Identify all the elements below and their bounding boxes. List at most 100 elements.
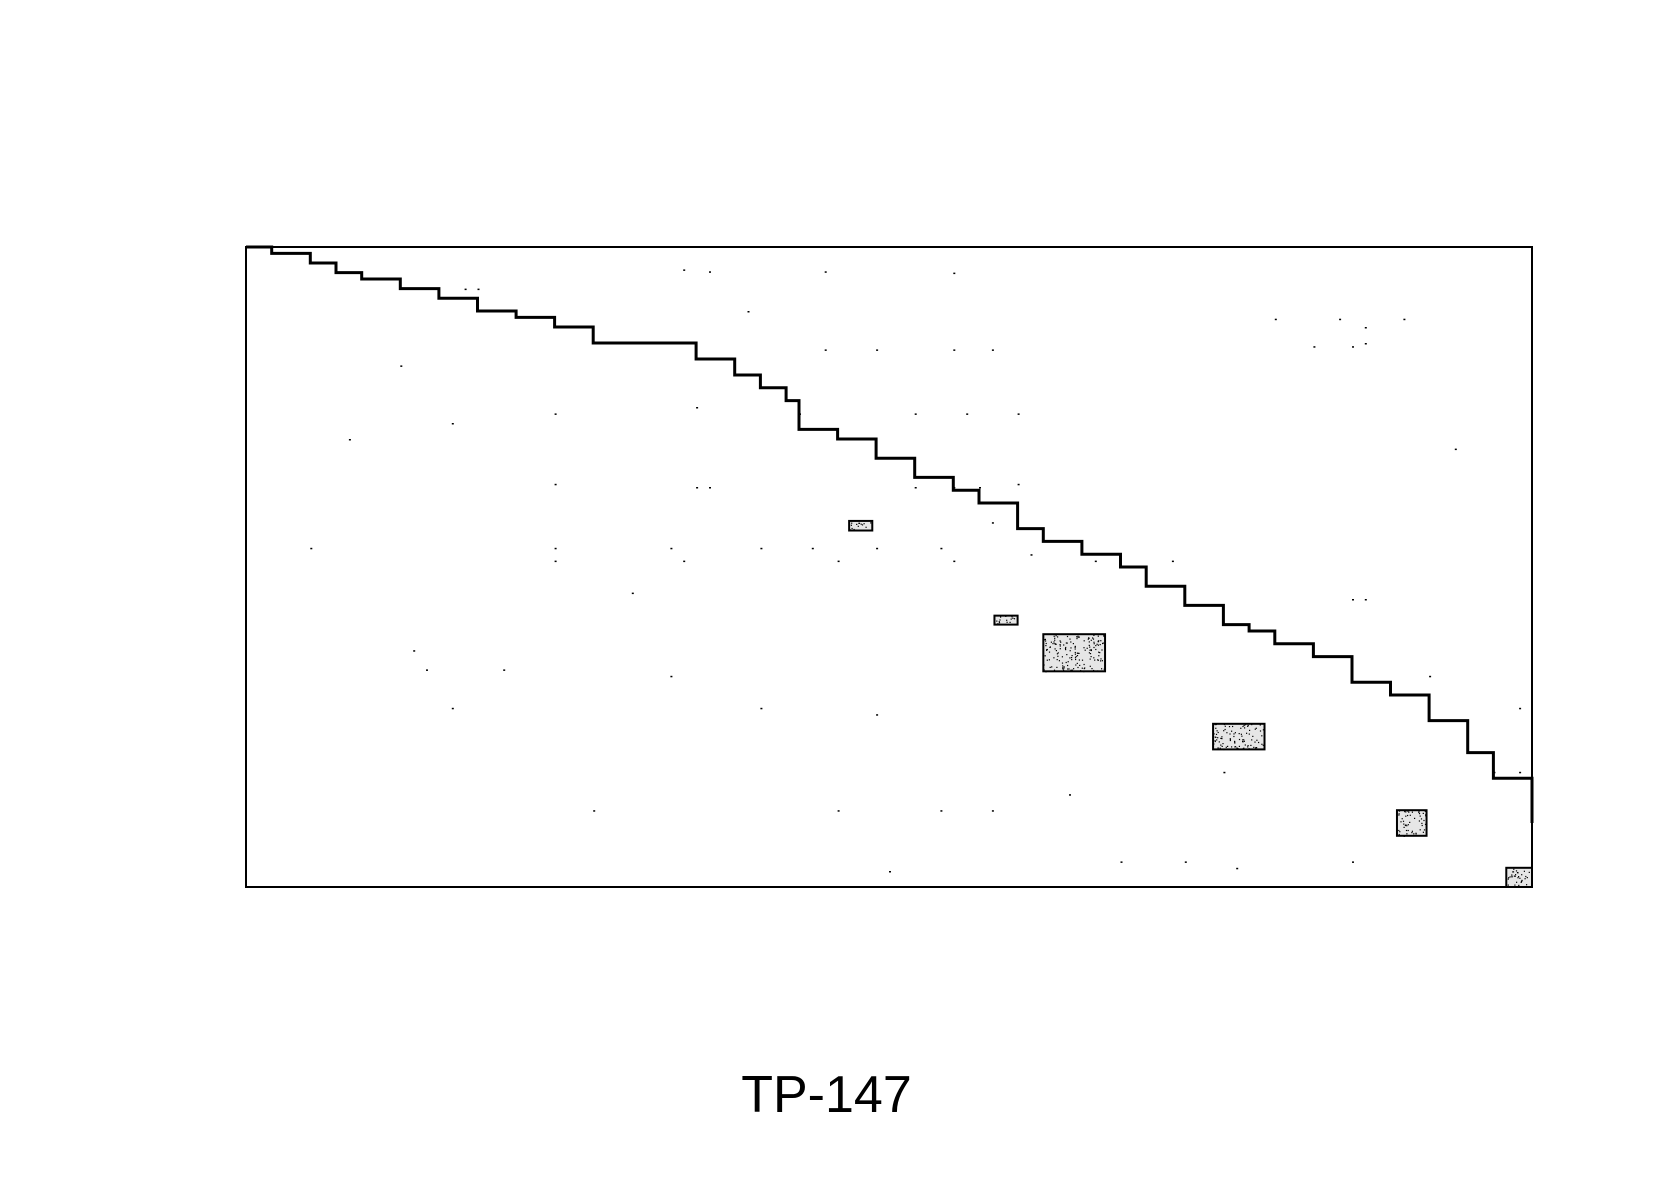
block-nonzero [1059, 648, 1061, 650]
block-nonzero [1091, 668, 1093, 670]
nonzero-point [1364, 327, 1367, 329]
block-nonzero [1255, 747, 1257, 749]
block-nonzero [1398, 833, 1400, 836]
nonzero-point [709, 487, 711, 489]
block-nonzero [1079, 664, 1081, 666]
diagonal-band [246, 245, 1534, 823]
block-nonzero [1075, 658, 1077, 661]
block-nonzero [1088, 644, 1090, 646]
nonzero-point [1120, 861, 1123, 863]
nonzero-point [451, 707, 454, 710]
block-nonzero [1405, 829, 1408, 832]
block-nonzero [1069, 638, 1071, 640]
block-nonzero [1421, 824, 1423, 827]
block-nonzero [1517, 877, 1519, 879]
block-nonzero [1046, 649, 1048, 651]
block-nonzero [1398, 829, 1400, 832]
block-nonzero [1069, 650, 1071, 652]
block-nonzero [1092, 637, 1094, 639]
block-nonzero [1516, 881, 1518, 883]
nonzero-point [709, 271, 711, 273]
nonzero-point [1352, 599, 1354, 601]
block-nonzero [1418, 813, 1421, 815]
block-nonzero [1419, 815, 1421, 817]
block-nonzero [856, 523, 858, 525]
plot-area [245, 245, 1534, 888]
nonzero-point [1184, 861, 1187, 863]
block-nonzero [1421, 822, 1423, 824]
block-nonzero [1088, 637, 1090, 639]
block-nonzero [1423, 829, 1426, 831]
block-nonzero [1415, 835, 1417, 837]
block-nonzero [1103, 668, 1105, 670]
block-nonzero [1411, 811, 1413, 813]
block-nonzero [1518, 886, 1520, 888]
block-nonzero [1232, 725, 1234, 728]
block-nonzero [1213, 733, 1215, 735]
block-nonzero [1090, 639, 1092, 641]
block-nonzero [1521, 880, 1523, 882]
block-nonzero [1064, 648, 1067, 650]
block-nonzero [1247, 725, 1249, 727]
block-nonzero [1097, 659, 1099, 661]
block-nonzero [1097, 644, 1099, 646]
block-nonzero [1254, 728, 1256, 730]
block-nonzero [1252, 735, 1254, 737]
block-nonzero [1249, 729, 1251, 731]
block-nonzero [1409, 814, 1411, 816]
nonzero-point [683, 269, 686, 271]
block-nonzero [1411, 830, 1413, 832]
block-nonzero [1424, 823, 1427, 825]
nonzero-point [1352, 346, 1354, 348]
block-nonzero [1090, 649, 1092, 651]
nonzero-point [1519, 707, 1522, 710]
block-nonzero [1084, 667, 1086, 669]
block-nonzero [1242, 741, 1244, 743]
block-nonzero [1238, 738, 1241, 741]
block-nonzero [1063, 667, 1065, 669]
block-nonzero [1403, 835, 1405, 837]
block-nonzero [1214, 740, 1216, 742]
block-nonzero [1095, 648, 1097, 651]
scattered-nonzeros [310, 269, 1522, 873]
block-nonzero [1408, 811, 1410, 813]
block-nonzero [1075, 664, 1077, 666]
dense-blocks [848, 519, 1534, 888]
block-nonzero [1066, 635, 1069, 638]
block-nonzero [1006, 621, 1008, 623]
nonzero-point [889, 871, 891, 873]
block-nonzero [1513, 875, 1515, 877]
block-nonzero [1077, 636, 1079, 638]
block-nonzero [1521, 874, 1523, 876]
nonzero-point [876, 547, 879, 550]
block-nonzero [1254, 741, 1256, 743]
block-nonzero [1044, 655, 1046, 657]
block-nonzero [1237, 748, 1239, 750]
block-nonzero [1090, 649, 1092, 652]
nonzero-point [876, 714, 879, 716]
block-nonzero [1073, 668, 1075, 670]
block-nonzero [1251, 739, 1253, 741]
block-nonzero [1006, 619, 1008, 621]
block-nonzero [1515, 870, 1518, 872]
block-nonzero [1235, 746, 1237, 748]
block-nonzero [1247, 745, 1249, 747]
block-nonzero [1055, 635, 1057, 637]
block-nonzero [997, 623, 999, 625]
block-nonzero [1256, 747, 1258, 749]
block-nonzero [998, 622, 1001, 624]
nonzero-point [991, 810, 994, 812]
block-nonzero [1425, 815, 1427, 817]
block-nonzero [1222, 743, 1224, 745]
block-nonzero [1256, 739, 1258, 741]
block-nonzero [1065, 642, 1067, 644]
block-nonzero [1054, 639, 1056, 641]
block-nonzero [1243, 739, 1245, 741]
block-nonzero [1076, 655, 1079, 657]
block-nonzero [1076, 662, 1078, 664]
nonzero-point [1403, 318, 1406, 321]
figure-caption: TP-147 [741, 1066, 912, 1124]
nonzero-point [554, 547, 557, 550]
block-nonzero [1238, 733, 1240, 735]
block-nonzero [1057, 652, 1059, 654]
